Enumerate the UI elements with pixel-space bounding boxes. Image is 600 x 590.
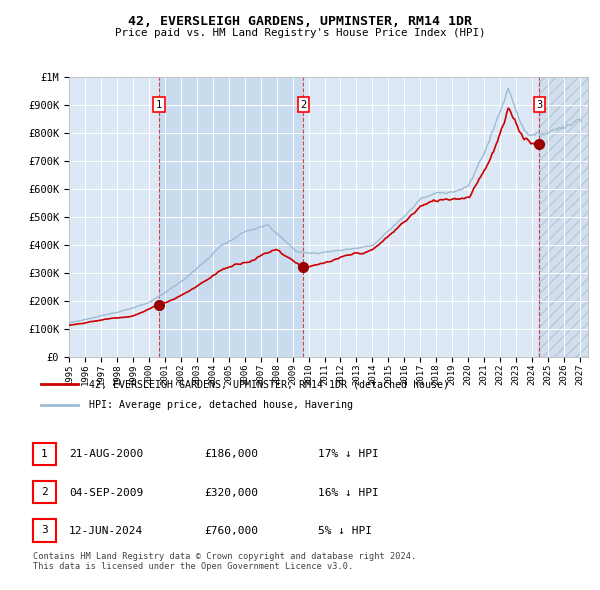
Text: 2: 2 <box>41 487 48 497</box>
Text: 12-JUN-2024: 12-JUN-2024 <box>69 526 143 536</box>
Text: £320,000: £320,000 <box>204 488 258 497</box>
Text: £186,000: £186,000 <box>204 450 258 459</box>
Text: 1: 1 <box>156 100 162 110</box>
Text: 04-SEP-2009: 04-SEP-2009 <box>69 488 143 497</box>
Text: 5% ↓ HPI: 5% ↓ HPI <box>318 526 372 536</box>
Bar <box>539 77 600 357</box>
Text: 17% ↓ HPI: 17% ↓ HPI <box>318 450 379 459</box>
Text: 42, EVERSLEIGH GARDENS, UPMINSTER, RM14 1DR (detached house): 42, EVERSLEIGH GARDENS, UPMINSTER, RM14 … <box>89 379 449 389</box>
Bar <box>159 77 304 357</box>
Text: 1: 1 <box>41 449 48 458</box>
Text: 42, EVERSLEIGH GARDENS, UPMINSTER, RM14 1DR: 42, EVERSLEIGH GARDENS, UPMINSTER, RM14 … <box>128 15 472 28</box>
Text: 3: 3 <box>536 100 542 110</box>
Text: £760,000: £760,000 <box>204 526 258 536</box>
Text: Price paid vs. HM Land Registry's House Price Index (HPI): Price paid vs. HM Land Registry's House … <box>115 28 485 38</box>
Text: 21-AUG-2000: 21-AUG-2000 <box>69 450 143 459</box>
Text: 3: 3 <box>41 526 48 535</box>
Text: HPI: Average price, detached house, Havering: HPI: Average price, detached house, Have… <box>89 400 353 410</box>
Text: 2: 2 <box>300 100 307 110</box>
Text: 16% ↓ HPI: 16% ↓ HPI <box>318 488 379 497</box>
Text: Contains HM Land Registry data © Crown copyright and database right 2024.
This d: Contains HM Land Registry data © Crown c… <box>33 552 416 571</box>
